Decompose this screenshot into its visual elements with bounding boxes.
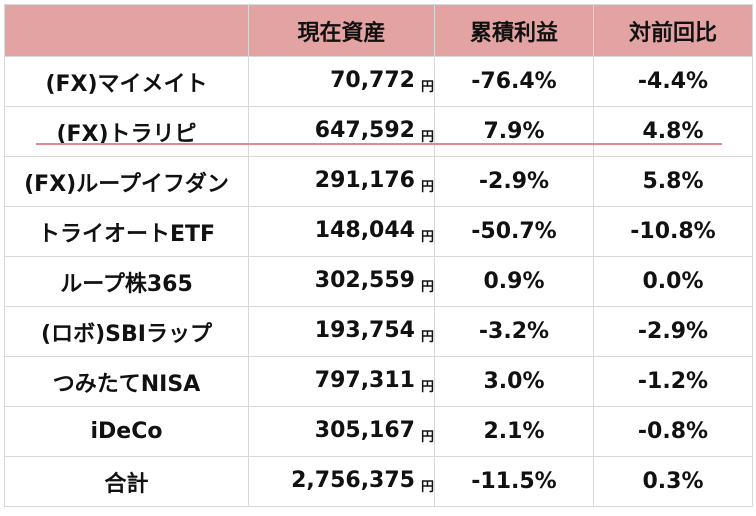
header-row: 現在資産 累積利益 対前回比 (4, 4, 753, 57)
row-name: (FX)ループイフダン (4, 156, 249, 207)
table-row: (FX)トラリピ 647,592 円 7.9% 4.8% (4, 106, 753, 157)
value-amount: 148,044 (314, 218, 415, 243)
row-name: (FX)トラリピ (4, 106, 249, 157)
currency-unit: 円 (420, 380, 434, 395)
row-cumulative: 2.1% (434, 406, 594, 457)
value-amount: 2,756,375 (291, 468, 415, 493)
table-row: (ロボ)SBIラップ 193,754 円 -3.2% -2.9% (4, 306, 753, 357)
row-cumulative: 7.9% (434, 106, 594, 157)
row-cumulative: -2.9% (434, 156, 594, 207)
table-row: つみたてNISA 797,311 円 3.0% -1.2% (4, 356, 753, 407)
value-amount: 302,559 (314, 268, 415, 293)
value-amount: 797,311 (314, 368, 415, 393)
currency-unit: 円 (420, 130, 434, 145)
highlight-underline (36, 143, 722, 145)
row-change: -1.2% (593, 356, 753, 407)
row-cumulative: 0.9% (434, 256, 594, 307)
value-amount: 291,176 (314, 168, 415, 193)
currency-unit: 円 (420, 180, 434, 195)
row-change: 5.8% (593, 156, 753, 207)
currency-unit: 円 (420, 230, 434, 245)
total-value: 2,756,375 円 (248, 456, 435, 507)
row-value: 148,044 円 (248, 206, 435, 257)
row-name: (FX)マイメイト (4, 56, 249, 107)
row-name: (ロボ)SBIラップ (4, 306, 249, 357)
header-current-assets: 現在資産 (248, 4, 435, 57)
currency-unit: 円 (420, 280, 434, 295)
table-row: iDeCo 305,167 円 2.1% -0.8% (4, 406, 753, 457)
row-name: トライオートETF (4, 206, 249, 257)
row-change: 0.0% (593, 256, 753, 307)
row-cumulative: -3.2% (434, 306, 594, 357)
total-cumulative: -11.5% (434, 456, 594, 507)
row-cumulative: 3.0% (434, 356, 594, 407)
row-value: 70,772 円 (248, 56, 435, 107)
value-amount: 305,167 (314, 418, 415, 443)
row-change: 4.8% (593, 106, 753, 157)
total-row: 合計 2,756,375 円 -11.5% 0.3% (4, 456, 753, 507)
row-value: 291,176 円 (248, 156, 435, 207)
table-row: ループ株365 302,559 円 0.9% 0.0% (4, 256, 753, 307)
value-amount: 647,592 (314, 118, 415, 143)
table-row: トライオートETF 148,044 円 -50.7% -10.8% (4, 206, 753, 257)
table-row: (FX)ループイフダン 291,176 円 -2.9% 5.8% (4, 156, 753, 207)
row-value: 302,559 円 (248, 256, 435, 307)
row-name: つみたてNISA (4, 356, 249, 407)
row-change: -2.9% (593, 306, 753, 357)
row-value: 647,592 円 (248, 106, 435, 157)
row-name: ループ株365 (4, 256, 249, 307)
row-cumulative: -50.7% (434, 206, 594, 257)
value-amount: 193,754 (314, 318, 415, 343)
table-row: (FX)マイメイト 70,772 円 -76.4% -4.4% (4, 56, 753, 107)
currency-unit: 円 (420, 430, 434, 445)
row-value: 193,754 円 (248, 306, 435, 357)
currency-unit: 円 (420, 330, 434, 345)
row-change: -4.4% (593, 56, 753, 107)
currency-unit: 円 (420, 480, 434, 495)
row-name: iDeCo (4, 406, 249, 457)
row-change: -10.8% (593, 206, 753, 257)
row-value: 305,167 円 (248, 406, 435, 457)
total-label: 合計 (4, 456, 249, 507)
header-cumulative-return: 累積利益 (434, 4, 594, 57)
header-vs-prev: 対前回比 (593, 4, 753, 57)
value-amount: 70,772 (330, 68, 415, 93)
asset-table: 現在資産 累積利益 対前回比 (FX)マイメイト 70,772 円 -76.4% … (4, 4, 753, 507)
row-cumulative: -76.4% (434, 56, 594, 107)
header-corner (4, 4, 249, 57)
row-change: -0.8% (593, 406, 753, 457)
row-value: 797,311 円 (248, 356, 435, 407)
total-change: 0.3% (593, 456, 753, 507)
currency-unit: 円 (420, 80, 434, 95)
